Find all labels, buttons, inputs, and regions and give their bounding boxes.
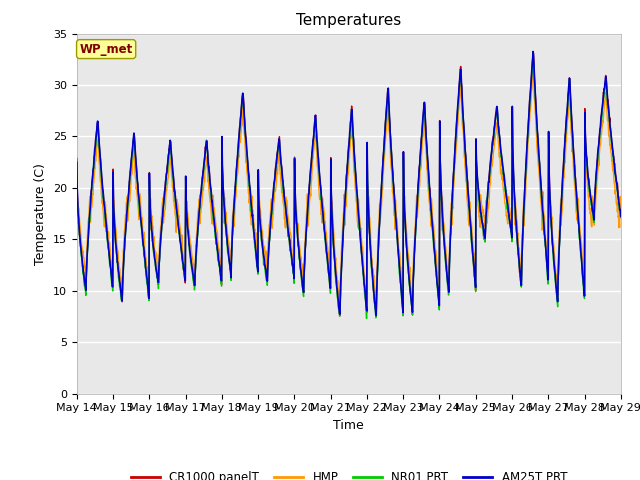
Text: WP_met: WP_met xyxy=(79,43,132,56)
X-axis label: Time: Time xyxy=(333,419,364,432)
Legend: CR1000 panelT, HMP, NR01 PRT, AM25T PRT: CR1000 panelT, HMP, NR01 PRT, AM25T PRT xyxy=(126,466,572,480)
Y-axis label: Temperature (C): Temperature (C) xyxy=(35,163,47,264)
Title: Temperatures: Temperatures xyxy=(296,13,401,28)
